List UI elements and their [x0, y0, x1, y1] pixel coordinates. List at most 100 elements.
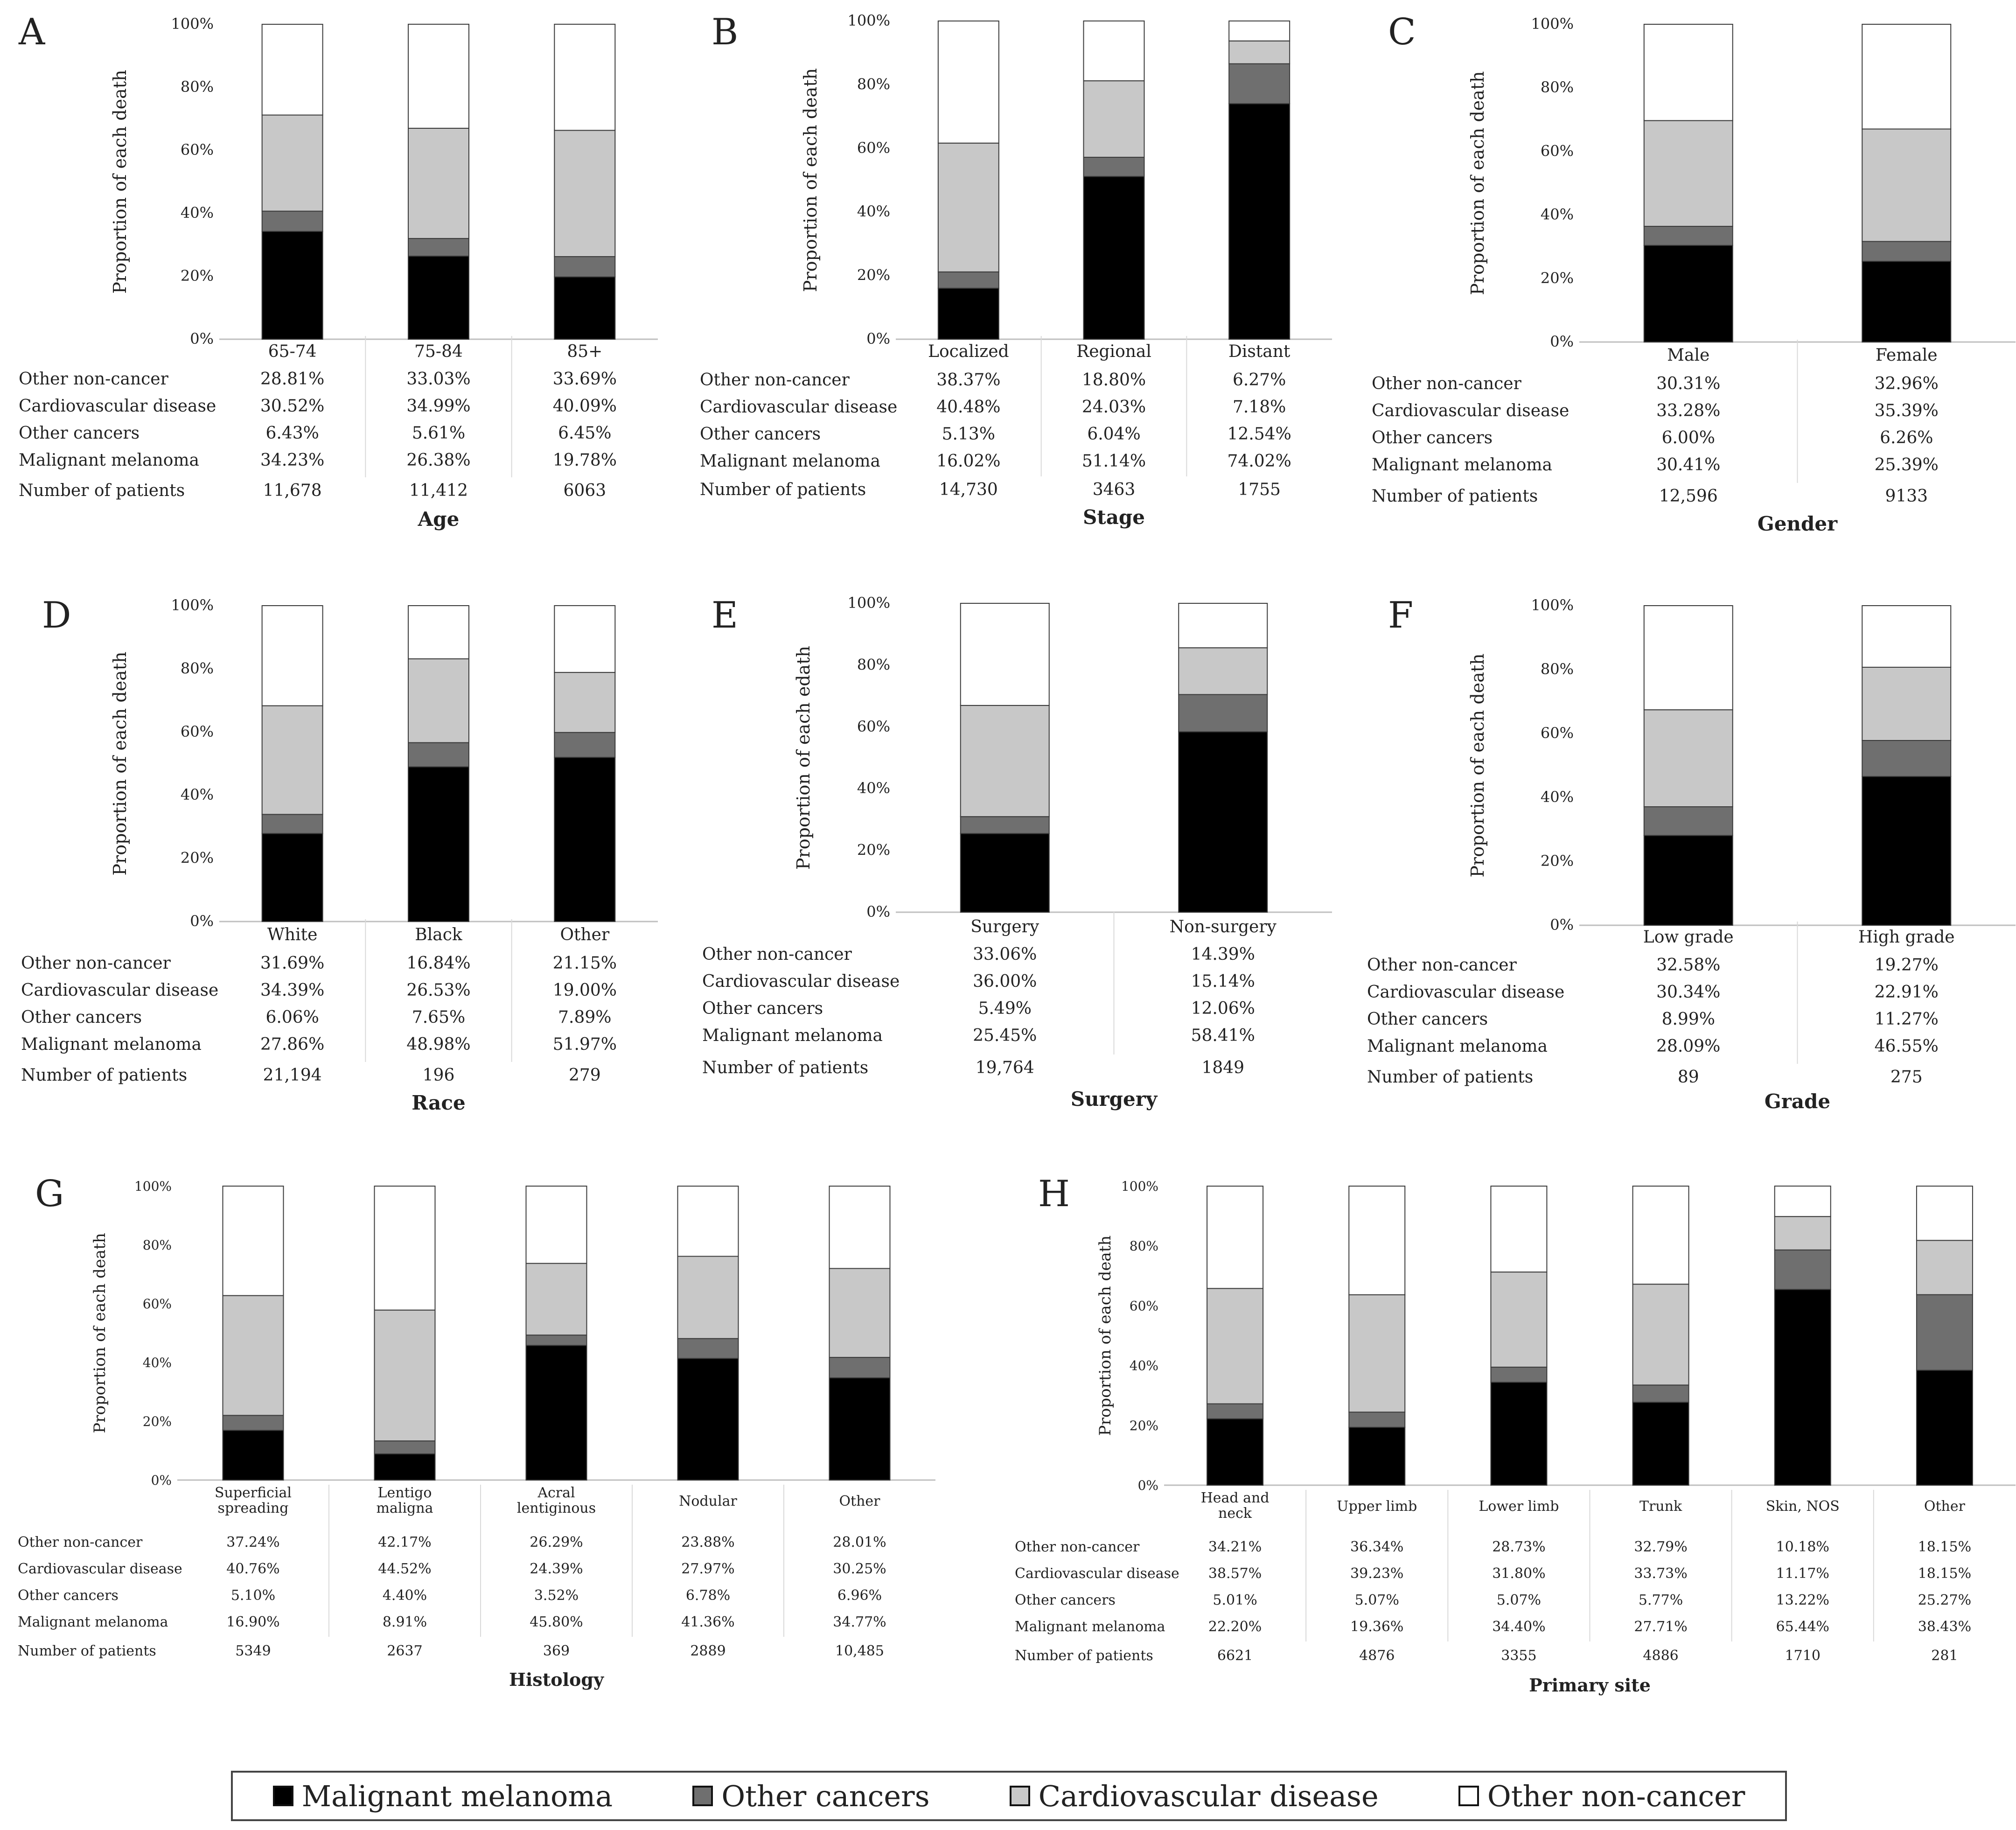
data-label: 5.07% [1355, 1592, 1399, 1608]
bar-stack-male [1643, 24, 1733, 342]
panel-e: E Proportion of each edath 0% 20% 40% 60% 80% 1… [702, 594, 1332, 1111]
x-axis-title: Primary site [1529, 1675, 1651, 1696]
y-tick-label: 100% [171, 15, 214, 33]
bar-segment-cardiovascular-disease [1348, 1294, 1406, 1413]
bar-segment-cardiovascular-disease [960, 705, 1050, 817]
bar-segment-malignant-melanoma [1348, 1426, 1406, 1486]
panel-d: D Proportion of each death 0% 20% 40% 60% 80% 1… [21, 594, 658, 1114]
bar-segment-other-non-cancer [1643, 24, 1733, 121]
bar-segment-malignant-melanoma [1774, 1289, 1831, 1486]
bar-segment-other-non-cancer [1207, 1186, 1264, 1289]
data-label: 11.27% [1875, 1010, 1939, 1029]
y-tick-label: 20% [1541, 852, 1574, 870]
y-axis-title: Proportion of each death [1467, 71, 1488, 295]
bar-segment-malignant-melanoma [937, 287, 999, 340]
x-axis-title: Age [418, 508, 460, 531]
data-label: 5.10% [231, 1587, 275, 1604]
data-label: 31.80% [1492, 1565, 1545, 1582]
category-label: Other [839, 1493, 880, 1509]
y-tick-label: 40% [1541, 788, 1574, 806]
table-row-label: Other non-cancer [1015, 1539, 1140, 1555]
table-row-label: Cardiovascular disease [21, 981, 218, 1000]
patients-count: 10,485 [835, 1643, 884, 1659]
bar-stack-other [1916, 1186, 1973, 1486]
bar-segment-other-cancers [677, 1338, 739, 1359]
bar-segment-cardiovascular-disease [1643, 120, 1733, 227]
bar-segment-malignant-melanoma [1862, 261, 1952, 343]
data-label: 6.06% [265, 1008, 319, 1027]
bar-segment-cardiovascular-disease [525, 1263, 587, 1336]
bar-segment-malignant-melanoma [525, 1345, 587, 1481]
category-label: Upper limb [1337, 1498, 1417, 1515]
data-label: 31.69% [260, 954, 324, 973]
bar-segment-cardiovascular-disease [1862, 128, 1952, 242]
data-label: 58.41% [1191, 1026, 1255, 1045]
patients-count: 21,194 [263, 1066, 322, 1085]
table-row-label: Other cancers [1372, 428, 1493, 447]
y-tick-label: 80% [181, 78, 214, 96]
bar-segment-other-cancers [1862, 740, 1952, 777]
patients-count: 11,678 [263, 481, 322, 500]
table-row-label: Other non-cancer [1367, 956, 1517, 975]
bar-segment-other-non-cancer [937, 21, 999, 144]
data-label: 5.07% [1497, 1592, 1541, 1608]
bar-stack-localized [937, 21, 999, 340]
bar-segment-malignant-melanoma [261, 230, 323, 340]
bar-segment-other-cancers [1178, 694, 1268, 733]
category-label: Distant [1228, 342, 1291, 361]
data-label: 26.38% [406, 451, 470, 470]
data-label: 37.24% [226, 1534, 279, 1551]
data-label: 18.15% [1918, 1539, 1971, 1555]
category-label: Lentigo maligna [377, 1485, 433, 1516]
y-tick-label: 0% [190, 912, 214, 930]
patients-count: 3463 [1093, 480, 1136, 499]
y-tick-label: 80% [181, 659, 214, 677]
data-label: 13.22% [1776, 1592, 1829, 1608]
bar-segment-other-non-cancer [525, 1186, 587, 1264]
bar-segment-other-cancers [1083, 157, 1145, 177]
patients-row-label: Number of patients [1367, 1068, 1533, 1087]
data-label: 7.89% [558, 1008, 611, 1027]
bar-segment-other-cancers [1207, 1403, 1264, 1419]
data-label: 6.00% [1662, 428, 1715, 447]
legend-item-malignant-melanoma: Malignant melanoma [272, 1779, 613, 1813]
bar-segment-cardiovascular-disease [408, 127, 469, 239]
data-label: 6.78% [686, 1587, 730, 1604]
bar-segment-cardiovascular-disease [222, 1295, 284, 1416]
bar-segment-cardiovascular-disease [1083, 80, 1145, 158]
category-label: Trunk [1639, 1498, 1682, 1515]
data-label: 4.40% [383, 1587, 427, 1604]
bar-segment-malignant-melanoma [554, 757, 616, 922]
y-tick-label: 60% [181, 141, 214, 159]
patients-row-label: Number of patients [702, 1058, 868, 1077]
legend-label: Malignant melanoma [301, 1779, 613, 1813]
bar-segment-other-non-cancer [1643, 605, 1733, 711]
panel-c: C Proportion of each death 0% 20% 40% 60% 80% 1… [1372, 11, 2016, 535]
bar-segment-other-cancers [408, 238, 469, 257]
bar-segment-other-non-cancer [1490, 1186, 1548, 1273]
panel-letter: A [18, 11, 46, 53]
patients-row-label: Number of patients [700, 480, 866, 499]
table-row-label: Cardiovascular disease [1367, 983, 1564, 1002]
table-row-label: Cardiovascular disease [1015, 1565, 1179, 1582]
data-label: 18.80% [1082, 370, 1146, 390]
bar-stack-head-and-neck [1207, 1186, 1264, 1486]
x-axis-title: Race [412, 1091, 465, 1114]
bar-segment-other-non-cancer [554, 23, 616, 131]
bar-segment-malignant-melanoma [1228, 103, 1291, 340]
bar-segment-malignant-melanoma [222, 1430, 284, 1481]
data-label: 33.28% [1656, 401, 1720, 420]
panel-h: H Proportion of each death 0% 20% 40% 60% 80% 1… [1015, 1173, 2016, 1696]
panel-letter: C [1388, 11, 1416, 53]
data-label: 11.17% [1776, 1565, 1829, 1582]
y-axis-title: Proportion of each death [1467, 653, 1488, 877]
data-label: 5.01% [1213, 1592, 1257, 1608]
bar-segment-other-non-cancer [408, 23, 469, 129]
data-label: 7.18% [1233, 398, 1286, 417]
data-label: 18.15% [1918, 1565, 1971, 1582]
category-label: Head and neck [1201, 1490, 1270, 1522]
data-label: 5.13% [942, 425, 995, 444]
panel-f: F Proportion of each death 0% 20% 40% 60% 80% 1… [1367, 594, 2016, 1113]
bar-segment-cardiovascular-disease [554, 130, 616, 257]
